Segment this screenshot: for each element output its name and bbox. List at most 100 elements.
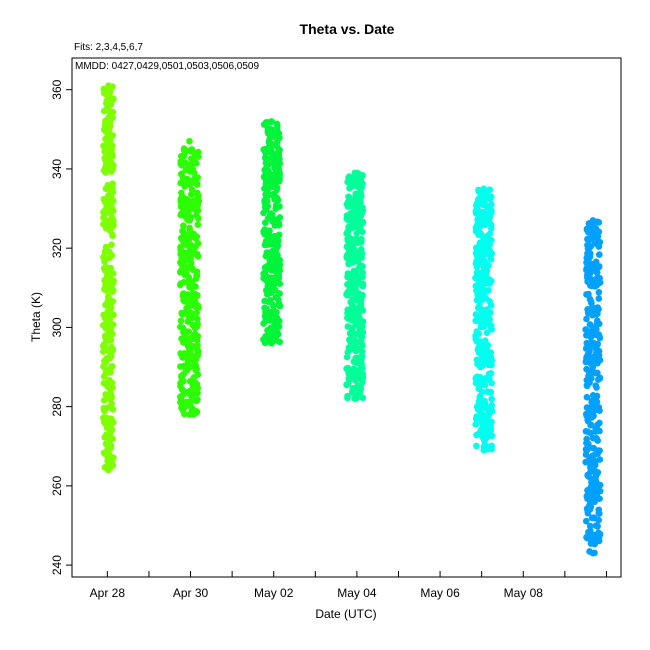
x-axis: Apr 28 Apr 30 May 02 May 04 May 06 May 08 [90, 571, 607, 600]
data-point [348, 325, 356, 333]
data-point [109, 214, 116, 222]
data-point [347, 299, 355, 306]
data-point [479, 378, 487, 386]
data-point [353, 288, 360, 296]
data-point [188, 186, 196, 193]
data-point [274, 177, 281, 185]
data-point [483, 388, 491, 395]
data-point [180, 339, 187, 346]
y-tick-label: 320 [50, 238, 64, 258]
data-point [472, 421, 479, 428]
data-point [594, 233, 602, 240]
data-point [487, 431, 494, 439]
data-point [194, 253, 202, 260]
data-point [182, 201, 190, 208]
data-point [594, 421, 601, 429]
data-point [583, 533, 590, 541]
data-point [488, 395, 495, 403]
data-point [109, 435, 116, 442]
data-point [347, 283, 354, 291]
data-point [193, 180, 201, 187]
data-point [272, 157, 280, 165]
data-point [178, 309, 186, 317]
data-point [350, 174, 358, 182]
data-point [107, 264, 115, 272]
data-point [186, 216, 194, 224]
data-point [193, 292, 201, 300]
data-point [473, 202, 480, 209]
data-point [349, 259, 357, 266]
data-point [344, 270, 352, 277]
data-point [99, 348, 107, 355]
data-point [185, 302, 193, 309]
data-point [194, 221, 202, 228]
data-point [590, 444, 597, 452]
data-point [104, 326, 112, 334]
data-point [104, 297, 112, 305]
data-point [594, 437, 601, 444]
data-point [185, 352, 193, 359]
data-point [263, 273, 270, 280]
data-point [344, 364, 352, 372]
data-point [589, 403, 597, 411]
data-point [486, 247, 493, 254]
data-point [271, 256, 279, 263]
series-apr-30 [176, 137, 203, 418]
data-point [276, 280, 284, 287]
data-point [263, 191, 271, 199]
data-point [359, 394, 367, 402]
data-point [102, 243, 110, 251]
data-point [584, 442, 592, 450]
data-point [593, 320, 601, 328]
data-point [102, 166, 110, 174]
data-point [105, 403, 112, 411]
data-point [593, 384, 600, 391]
data-point [477, 363, 484, 371]
data-point [587, 343, 595, 351]
data-point [104, 123, 111, 130]
data-point [273, 328, 281, 336]
data-point [268, 330, 276, 338]
data-point [178, 372, 185, 380]
data-point [180, 402, 187, 410]
data-point [482, 294, 490, 302]
data-point [99, 321, 107, 329]
data-point [261, 197, 268, 204]
data-point [485, 287, 492, 294]
data-point [107, 379, 114, 387]
data-point [260, 320, 267, 327]
data-point [180, 222, 187, 229]
data-point [100, 379, 108, 387]
data-point [356, 263, 364, 271]
data-point [101, 154, 109, 162]
data-point [107, 99, 114, 107]
data-point [488, 379, 495, 387]
data-point [178, 161, 185, 169]
data-point [186, 137, 193, 145]
data-point [346, 184, 353, 192]
data-point [100, 449, 108, 457]
data-point [101, 198, 109, 206]
data-point [270, 322, 278, 330]
data-point [589, 311, 596, 319]
y-tick-label: 300 [50, 317, 64, 337]
data-point [587, 333, 595, 341]
data-point [357, 382, 364, 390]
data-point [274, 196, 282, 204]
data-point [473, 373, 481, 380]
data-point [476, 241, 483, 249]
data-point [344, 288, 352, 296]
data-point [596, 251, 603, 258]
data-point [486, 358, 493, 366]
y-tick-label: 280 [50, 396, 64, 416]
data-point [478, 273, 486, 280]
data-point [483, 329, 491, 337]
data-point [595, 347, 603, 355]
data-point [349, 224, 357, 231]
data-point [109, 270, 117, 277]
data-point [184, 291, 192, 298]
data-point [479, 422, 487, 430]
data-point [359, 228, 366, 236]
data-point [349, 370, 357, 378]
